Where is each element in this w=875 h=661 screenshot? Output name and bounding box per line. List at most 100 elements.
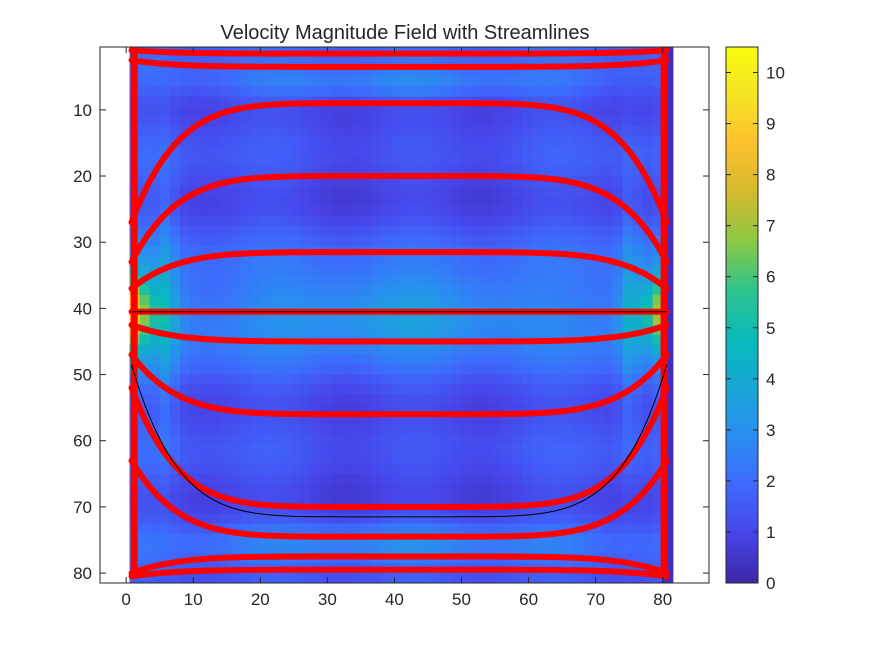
- field-cell: [431, 255, 442, 266]
- field-cell: [501, 315, 513, 326]
- field-cell: [300, 414, 312, 425]
- field-cell: [149, 394, 161, 405]
- field-cell: [310, 573, 322, 583]
- field-cell: [461, 136, 473, 147]
- field-cell: [481, 146, 493, 157]
- field-cell: [360, 225, 372, 237]
- field-cell: [562, 414, 573, 425]
- field-cell: [149, 66, 161, 78]
- field-cell: [401, 315, 412, 326]
- field-cell: [189, 235, 201, 247]
- field-cell: [350, 463, 362, 475]
- field-cell: [411, 434, 422, 445]
- field-cell: [370, 126, 382, 137]
- field-cell: [139, 265, 151, 276]
- field-cell: [340, 404, 352, 415]
- field-cell: [310, 344, 322, 356]
- field-cell: [360, 156, 372, 167]
- field-cell: [562, 255, 573, 266]
- field-cell: [169, 394, 181, 405]
- field-cell: [441, 354, 453, 366]
- field-cell: [250, 444, 261, 455]
- field-cell: [511, 404, 523, 415]
- field-cell: [441, 215, 453, 227]
- field-cell: [391, 66, 402, 78]
- field-cell: [199, 543, 211, 554]
- field-cell: [290, 265, 302, 276]
- field-cell: [179, 523, 191, 534]
- field-cell: [491, 56, 503, 68]
- field-cell: [230, 156, 241, 167]
- field-cell: [451, 354, 463, 366]
- field-cell: [511, 513, 523, 525]
- field-cell: [531, 116, 543, 128]
- field-cell: [391, 275, 402, 286]
- field-cell: [451, 176, 463, 187]
- field-cell: [391, 463, 402, 475]
- field-cell: [541, 513, 553, 525]
- field-cell: [441, 384, 453, 396]
- field-cell: [199, 414, 211, 425]
- field-cell: [280, 285, 292, 296]
- field-cell: [582, 255, 593, 266]
- field-cell: [451, 414, 463, 425]
- field-cell: [421, 434, 432, 445]
- field-cell: [632, 404, 644, 415]
- field-cell: [199, 493, 211, 505]
- field-cell: [260, 255, 271, 266]
- field-cell: [421, 444, 432, 455]
- field-cell: [300, 523, 312, 534]
- field-cell: [270, 434, 282, 445]
- field-cell: [632, 146, 644, 157]
- field-cell: [622, 315, 634, 326]
- field-cell: [501, 364, 513, 376]
- field-cell: [541, 215, 553, 227]
- field-cell: [220, 533, 231, 544]
- field-cell: [360, 76, 372, 88]
- field-cell: [662, 473, 674, 485]
- field-cell: [370, 185, 382, 197]
- field-cell: [360, 434, 372, 445]
- field-cell: [642, 434, 654, 445]
- field-cell: [471, 444, 483, 455]
- field-cell: [451, 434, 463, 445]
- field-cell: [220, 444, 231, 455]
- y-tick-label: 30: [73, 233, 92, 252]
- field-cell: [159, 324, 171, 336]
- field-cell: [290, 185, 302, 197]
- field-cell: [381, 56, 392, 68]
- field-cell: [330, 374, 342, 386]
- field-cell: [240, 225, 251, 237]
- field-cell: [401, 374, 412, 386]
- field-cell: [632, 315, 644, 326]
- field-cell: [521, 424, 533, 435]
- field-cell: [290, 344, 302, 356]
- field-cell: [169, 76, 181, 88]
- field-cell: [602, 543, 614, 554]
- field-cell: [169, 66, 181, 78]
- field-cell: [501, 354, 513, 366]
- field-cell: [471, 424, 483, 435]
- field-cell: [149, 205, 161, 217]
- field-cell: [210, 315, 221, 326]
- field-cell: [300, 434, 312, 445]
- field-cell: [250, 463, 261, 475]
- field-cell: [531, 315, 543, 326]
- field-cell: [391, 444, 402, 455]
- field-cell: [290, 324, 302, 336]
- field-cell: [592, 205, 603, 217]
- field-cell: [511, 315, 523, 326]
- field-cell: [401, 215, 412, 227]
- field-cell: [220, 185, 231, 197]
- field-cell: [391, 513, 402, 525]
- field-cell: [552, 503, 563, 515]
- field-cell: [612, 493, 624, 505]
- field-cell: [441, 324, 453, 336]
- field-cell: [572, 543, 583, 554]
- field-cell: [562, 573, 573, 583]
- field-cell: [340, 473, 352, 485]
- field-cell: [240, 444, 251, 455]
- field-cell: [381, 374, 392, 386]
- field-cell: [471, 136, 483, 147]
- field-cell: [582, 86, 593, 98]
